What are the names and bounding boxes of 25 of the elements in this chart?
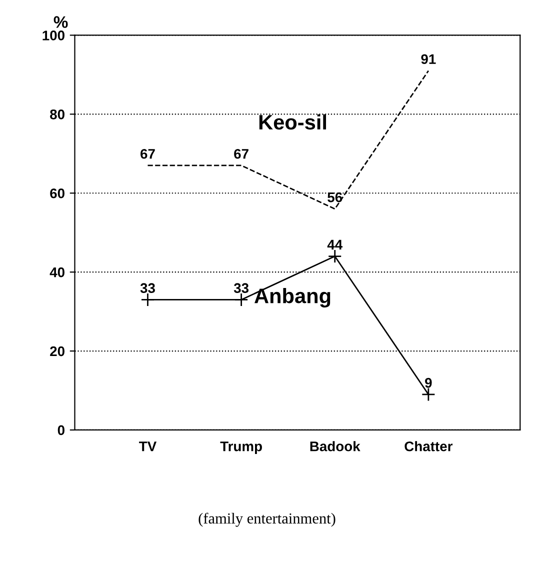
- data-label: 44: [327, 240, 343, 250]
- text: (family entertainment): [198, 512, 336, 527]
- x-tick-label: TV: [139, 442, 157, 452]
- y-axis-title: %: [54, 16, 68, 28]
- series-label: Keo-sil: [259, 114, 326, 130]
- y-tick-label: 80: [50, 110, 64, 120]
- x-tick-label: Badook: [310, 441, 360, 452]
- data-label: 33: [234, 283, 249, 294]
- data-label: 91: [421, 54, 436, 64]
- y-tick-label: 100: [42, 30, 64, 40]
- point: [140, 292, 155, 307]
- y-tick-label: 60: [50, 188, 64, 198]
- point: [421, 388, 436, 402]
- data-label: 67: [140, 148, 155, 159]
- y-tick-label: 20: [50, 346, 64, 356]
- x-tick-label: Trump: [220, 442, 262, 454]
- x-tick-label: Chatter: [404, 441, 453, 452]
- series-label: Anbang: [254, 288, 330, 308]
- point: [328, 249, 342, 264]
- data-label: 67: [234, 148, 248, 159]
- data-label: 33: [140, 283, 155, 294]
- y-tick-label: 40: [50, 267, 64, 278]
- point: [234, 292, 248, 307]
- data-label: 9: [425, 378, 432, 388]
- y-tick-label: 0: [58, 425, 64, 436]
